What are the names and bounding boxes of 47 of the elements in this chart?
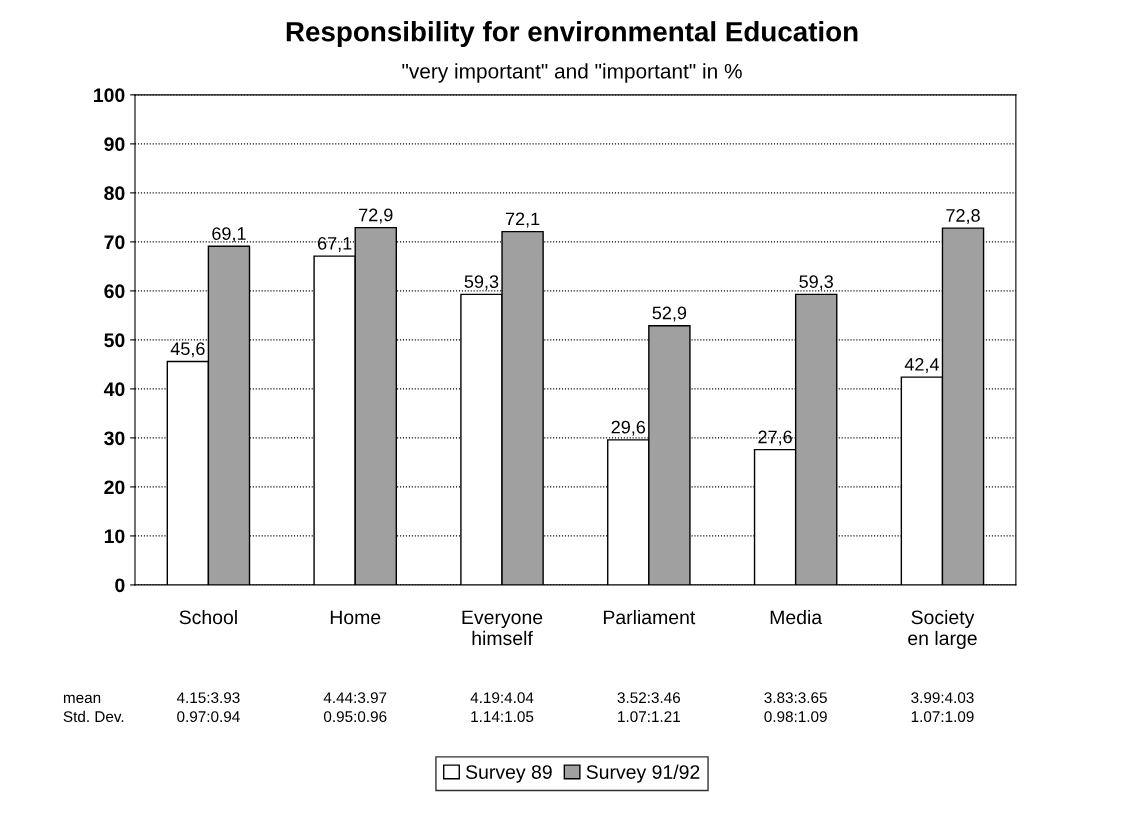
data-label: 52,9: [652, 306, 687, 322]
text: 4.19:4.04: [470, 692, 534, 704]
data-label: 59,3: [799, 275, 833, 291]
x-tick-label: Society en large: [908, 609, 977, 649]
y-tick-label: 10: [104, 529, 125, 544]
y-tick-label: 20: [104, 480, 125, 495]
y-tick-label: 90: [104, 137, 125, 152]
text: 1.07:1.21: [618, 711, 680, 723]
data-label: 42,4: [904, 358, 939, 373]
y-tick-label: 50: [104, 333, 125, 348]
text: 0.95:0.96: [323, 711, 387, 723]
y-tick-label: 80: [104, 186, 125, 201]
chart-title: Responsibility for environmental Education: [286, 21, 858, 48]
data-label: 72,9: [359, 208, 393, 224]
y-tick-label: 40: [103, 382, 125, 397]
data-label: 72,8: [946, 209, 980, 224]
y-tick-label: 0: [115, 578, 125, 593]
x-tick-label: Home: [330, 610, 381, 625]
text: Std. Dev.: [63, 710, 124, 723]
data-label: 72,1: [505, 212, 540, 228]
data-label: 45,6: [170, 342, 205, 358]
data-label: 27,6: [758, 430, 792, 446]
text: 0.98:1.09: [764, 711, 827, 723]
text: mean: [63, 694, 101, 704]
legend-label: Survey 91/92: [586, 764, 700, 783]
x-tick-label: Media: [770, 609, 823, 625]
text: 4.44:3.97: [323, 692, 387, 704]
y-tick-label: 70: [104, 235, 125, 250]
y-tick-label: 30: [104, 431, 125, 446]
text: 3.99:4.03: [911, 692, 974, 704]
x-tick-label: Parliament: [603, 609, 696, 625]
x-tick-label: Everyone himself: [462, 610, 543, 646]
data-label: 59,3: [464, 275, 499, 291]
text: 4.15:3.93: [176, 692, 240, 704]
text: 0.97:0.94: [177, 711, 240, 723]
y-tick-label: 60: [104, 284, 125, 299]
x-tick-label: School: [179, 609, 237, 625]
legend-label: Survey 89: [465, 765, 552, 783]
chart-subtitle: "very important" and "important" in %: [402, 63, 742, 83]
text: 1.07:1.09: [911, 711, 974, 723]
y-tick-label: 100: [94, 88, 125, 103]
text: 3.83:3.65: [764, 692, 827, 704]
text: 3.52:3.46: [617, 692, 681, 704]
data-label: 69,1: [212, 227, 246, 243]
data-label: 67,1: [318, 236, 352, 252]
text: 1.14:1.05: [471, 711, 534, 723]
data-label: 29,6: [611, 420, 646, 436]
